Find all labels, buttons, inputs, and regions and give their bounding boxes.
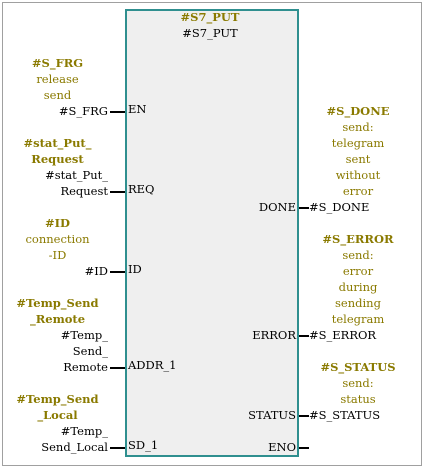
sd1-actual-line-2[interactable]: Send_Local [41, 440, 108, 454]
error-pin-label: ERROR [252, 328, 296, 342]
req-actual-line-1[interactable]: #stat_Put_ [45, 168, 108, 182]
addr1-connection-wire [110, 367, 125, 369]
req-connection-wire [110, 191, 125, 193]
status-actual-parameter[interactable]: #S_STATUS [309, 408, 381, 422]
addr1-tag-name-line-2: _Remote [29, 312, 86, 326]
function-block-box[interactable] [125, 9, 299, 457]
status-tag-name: #S_STATUS [320, 360, 396, 374]
done-comment-line-2: telegram [331, 136, 385, 150]
error-comment-line-5: telegram [331, 312, 385, 326]
addr1-tag-name-line-1: #Temp_Send [16, 296, 99, 310]
done-tag-name: #S_DONE [326, 104, 390, 118]
done-actual-parameter[interactable]: #S_DONE [309, 200, 370, 214]
sd1-connection-wire [110, 447, 125, 449]
status-comment-line-1: send: [342, 376, 374, 390]
done-comment-line-3: sent [345, 152, 371, 166]
en-comment-line-2: send [43, 88, 72, 102]
addr1-actual-line-3[interactable]: Remote [63, 360, 108, 374]
eno-connection-wire [299, 447, 309, 449]
en-pin-label: EN [128, 102, 147, 116]
error-comment-line-2: error [342, 264, 374, 278]
done-pin-label: DONE [258, 200, 296, 214]
sd1-tag-name-line-1: #Temp_Send [16, 392, 99, 406]
done-connection-wire [299, 207, 309, 209]
id-comment-line-2: -ID [48, 248, 67, 262]
eno-pin-label: ENO [268, 440, 296, 454]
id-comment-line-1: connection [25, 232, 90, 246]
status-connection-wire [299, 415, 309, 417]
addr1-actual-line-2[interactable]: Send_ [72, 344, 108, 358]
id-tag-name: #ID [45, 216, 70, 230]
status-comment-line-2: status [340, 392, 376, 406]
sd1-tag-name-line-2: _Local [37, 408, 78, 422]
done-comment-line-5: error [342, 184, 374, 198]
en-actual-parameter[interactable]: #S_FRG [58, 104, 108, 118]
req-tag-name-line-2: Request [31, 152, 84, 166]
en-connection-wire [110, 111, 125, 113]
en-tag-name: #S_FRG [31, 56, 84, 70]
sd1-pin-label: SD_1 [128, 438, 159, 452]
block-type-name: #S7_PUT [182, 26, 238, 40]
status-pin-label: STATUS [248, 408, 296, 422]
done-comment-line-4: without [335, 168, 381, 182]
block-instance-name[interactable]: #S7_PUT [180, 10, 240, 24]
req-actual-line-2[interactable]: Request [60, 184, 108, 198]
req-tag-name-line-1: #stat_Put_ [23, 136, 92, 150]
done-comment-line-1: send: [342, 120, 374, 134]
error-actual-parameter[interactable]: #S_ERROR [309, 328, 377, 342]
req-pin-label: REQ [128, 182, 155, 196]
network-frame [2, 2, 422, 466]
error-comment-line-1: send: [342, 248, 374, 262]
error-tag-name: #S_ERROR [322, 232, 394, 246]
id-actual-parameter[interactable]: #ID [84, 264, 108, 278]
addr1-actual-line-1[interactable]: #Temp_ [60, 328, 108, 342]
addr1-pin-label: ADDR_1 [128, 358, 177, 372]
error-comment-line-4: sending [335, 296, 381, 310]
id-pin-label: ID [128, 262, 142, 276]
error-comment-line-3: during [338, 280, 378, 294]
id-connection-wire [110, 271, 125, 273]
error-connection-wire [299, 335, 309, 337]
sd1-actual-line-1[interactable]: #Temp_ [60, 424, 108, 438]
en-comment-line-1: release [36, 72, 79, 86]
